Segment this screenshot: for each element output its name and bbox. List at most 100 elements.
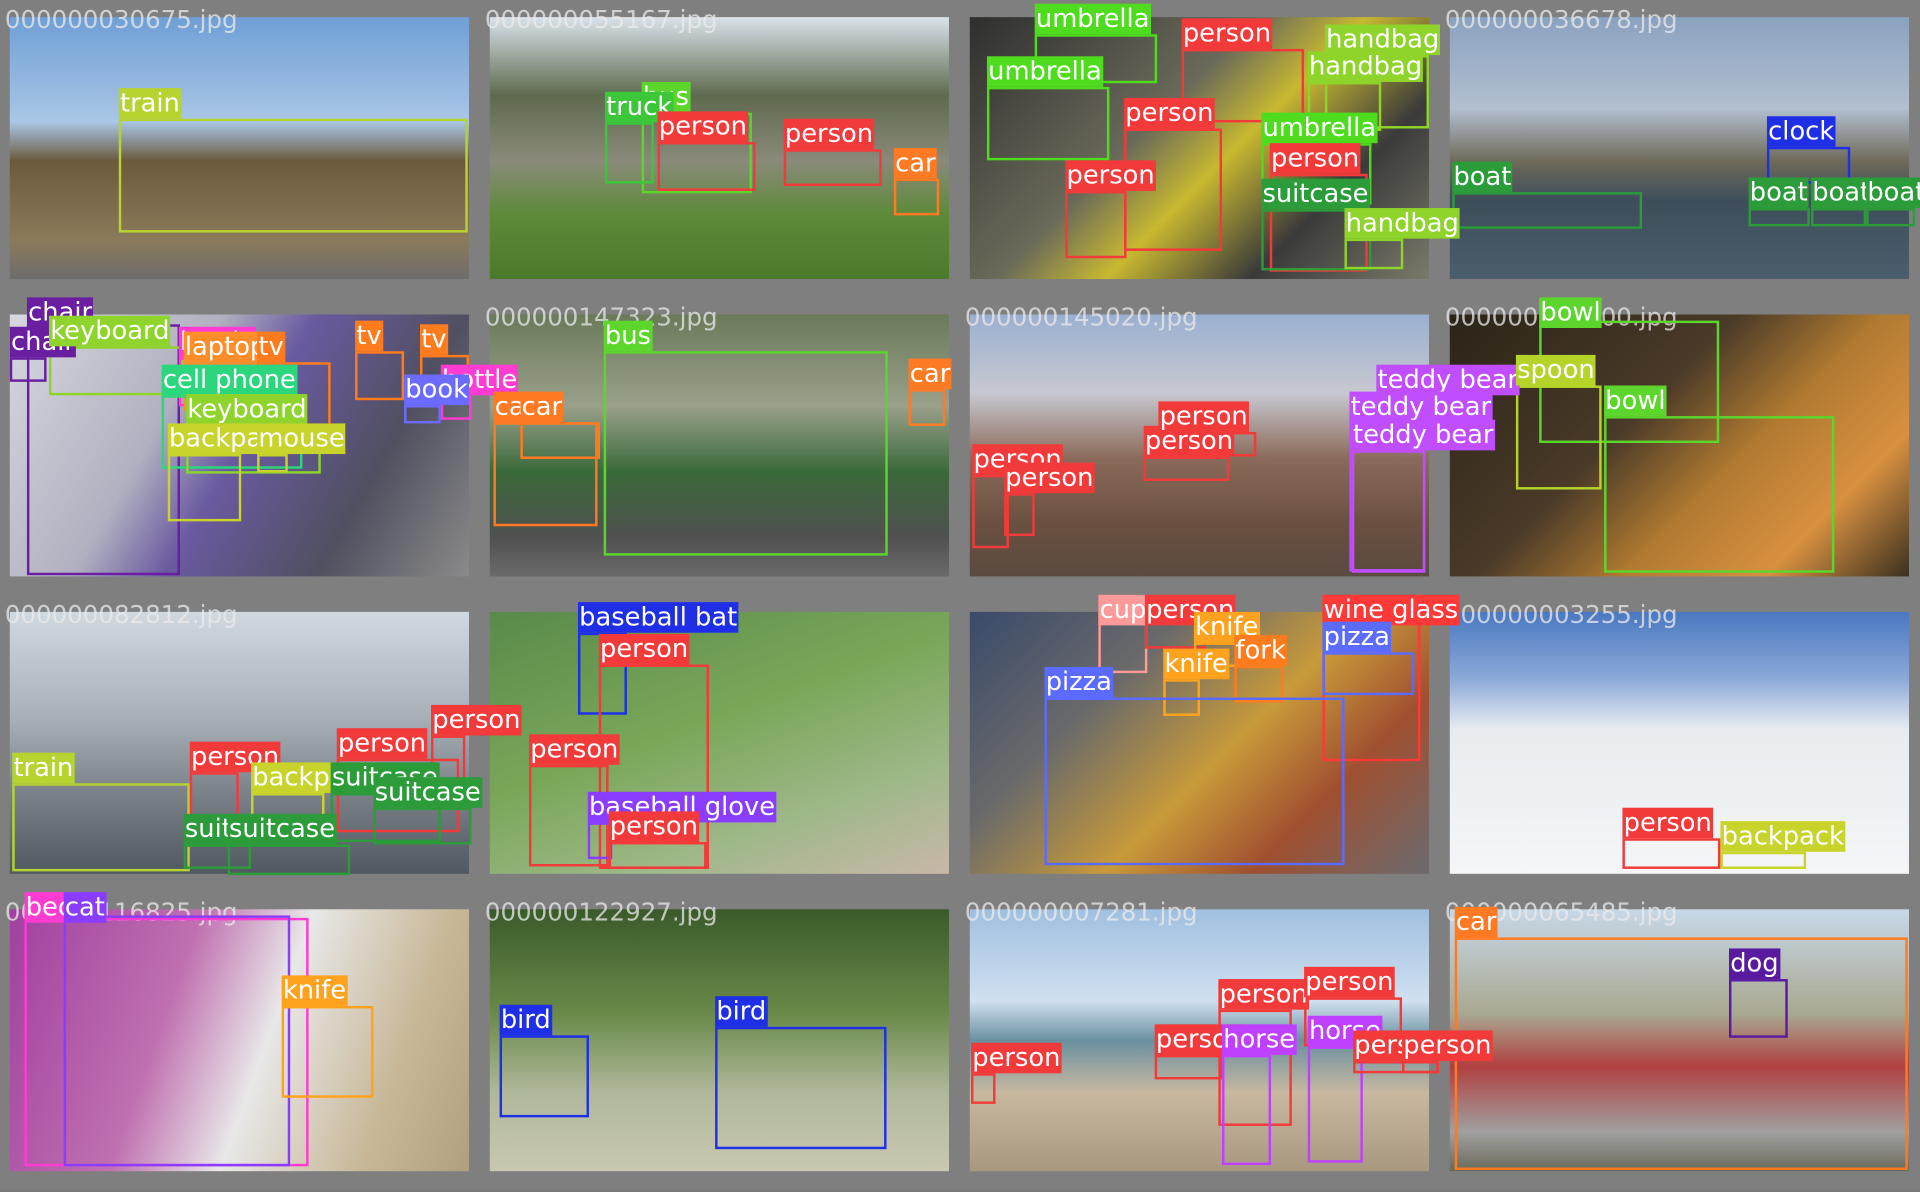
- class-label: cup: [1098, 594, 1148, 626]
- class-label: person: [1124, 97, 1215, 129]
- class-label: umbrella: [986, 56, 1103, 87]
- filename: 000000082812.jpg: [4, 599, 238, 630]
- class-label: handbag: [1344, 208, 1461, 239]
- class-label: keyboard: [48, 315, 171, 347]
- image-tile: 000000082812.jpg train person person person b…: [0, 594, 522, 893]
- image-tile: baseball bat person person baseball glove pe…: [480, 594, 961, 893]
- class-label: handbag: [1324, 24, 1441, 56]
- image-tile: 000000065485.jpg car dog: [1440, 892, 1920, 1190]
- bounding-box: [1402, 1061, 1439, 1074]
- class-label: wine glass: [1322, 594, 1460, 626]
- filename: 000000030675.jpg: [4, 4, 238, 35]
- class-label: pizza: [1322, 621, 1392, 653]
- bounding-box: [499, 1035, 589, 1118]
- image-tile: umbrella umbrella person handbag handbag pers…: [960, 0, 1461, 298]
- filename: 000000145020.jpg: [964, 302, 1198, 332]
- class-label: pizza: [1044, 666, 1114, 698]
- class-label: tv: [355, 320, 383, 352]
- bounding-box: [1728, 979, 1788, 1038]
- photo: [1449, 909, 1909, 1172]
- class-label: handbag: [1307, 51, 1424, 82]
- class-label: baseball bat: [577, 602, 739, 633]
- class-label: person: [1181, 18, 1273, 49]
- class-label: mouse: [257, 423, 346, 455]
- class-label: bowl: [1539, 297, 1602, 328]
- class-label: teddy bear: [1376, 364, 1520, 396]
- bounding-box: [608, 841, 707, 869]
- bounding-box: [893, 178, 940, 216]
- bounding-box: [1181, 48, 1305, 123]
- bounding-box: [63, 915, 291, 1167]
- class-label: backpack: [1720, 821, 1846, 852]
- photo: [9, 17, 469, 280]
- photo: [489, 314, 949, 577]
- bounding-box: [1065, 190, 1127, 259]
- class-label: person: [783, 118, 875, 150]
- bounding-box: [1351, 450, 1426, 573]
- bounding-box: [12, 783, 190, 872]
- image-tile: 000000116825.jpg bed cat knife: [0, 892, 481, 1190]
- bounding-box: [1322, 652, 1415, 696]
- class-label: bird: [715, 996, 768, 1027]
- class-label: car: [893, 148, 937, 179]
- bounding-box: [355, 351, 405, 401]
- filename: 000000003255.jpg: [1444, 599, 1678, 630]
- class-label: knife: [281, 975, 348, 1006]
- class-label: person: [336, 728, 428, 759]
- bounding-box: [1004, 493, 1035, 537]
- class-label: person: [1218, 979, 1309, 1010]
- class-label: umbrella: [1261, 112, 1378, 144]
- class-label: boat: [1748, 177, 1809, 209]
- filename: 000000147323.jpg: [484, 302, 718, 332]
- filename: 000000122927.jpg: [484, 897, 718, 927]
- class-label: boat: [1866, 177, 1920, 209]
- bounding-box: [657, 141, 756, 191]
- bounding-box: [908, 389, 946, 426]
- class-label: person: [1004, 462, 1095, 494]
- class-label: person: [598, 633, 690, 665]
- bounding-box: [227, 844, 351, 876]
- image-tile: 000000030675.jpg train: [0, 0, 481, 298]
- bounding-box: [783, 149, 882, 187]
- class-label: boat: [1452, 161, 1513, 193]
- class-label: suitcase: [373, 777, 482, 808]
- class-label: tv: [420, 324, 448, 355]
- bounding-box: [1811, 208, 1867, 227]
- bounding-box: [1234, 665, 1284, 703]
- image-tile: cup person knife fork knife wine glass pizza pi…: [960, 594, 1460, 893]
- image-tile: chairchairkeyboardbottlelaptoptvtvtvcell…: [0, 297, 519, 595]
- bounding-box: [1604, 416, 1835, 573]
- class-label: bus: [603, 320, 653, 352]
- class-label: book: [404, 374, 470, 406]
- photo: [489, 909, 949, 1172]
- image-tile: 000000122927.jpg bird bird: [480, 892, 961, 1190]
- image-tile: 000000005600.jpgbowlspoonbowl: [1440, 297, 1920, 595]
- filename: 000000055167.jpg: [484, 4, 718, 35]
- class-label: keyboard: [186, 394, 308, 425]
- image-tile: 000000007281.jpg person person person person…: [960, 892, 1493, 1190]
- class-label: umbrella: [1034, 3, 1151, 35]
- bounding-box: [118, 118, 468, 233]
- class-label: car: [520, 391, 564, 423]
- class-label: train: [12, 752, 75, 784]
- class-label: person: [657, 111, 749, 142]
- class-label: person: [528, 734, 620, 765]
- bounding-box: [1307, 1046, 1363, 1163]
- class-label: dog: [1728, 948, 1780, 980]
- class-label: person: [1622, 807, 1714, 839]
- class-label: train: [118, 88, 182, 119]
- class-label: suitcase: [1261, 178, 1370, 210]
- class-label: person: [1304, 966, 1395, 998]
- class-label: person: [971, 1042, 1062, 1074]
- bounding-box: [1622, 838, 1721, 869]
- bounding-box: [281, 1005, 374, 1098]
- bounding-box: [1344, 238, 1404, 270]
- bounding-box: [1720, 851, 1807, 869]
- class-label: knife: [1163, 648, 1229, 680]
- bounding-box: [1143, 456, 1230, 481]
- bounding-box: [971, 1073, 996, 1104]
- class-label: cat: [63, 892, 107, 923]
- bounding-box: [257, 454, 288, 473]
